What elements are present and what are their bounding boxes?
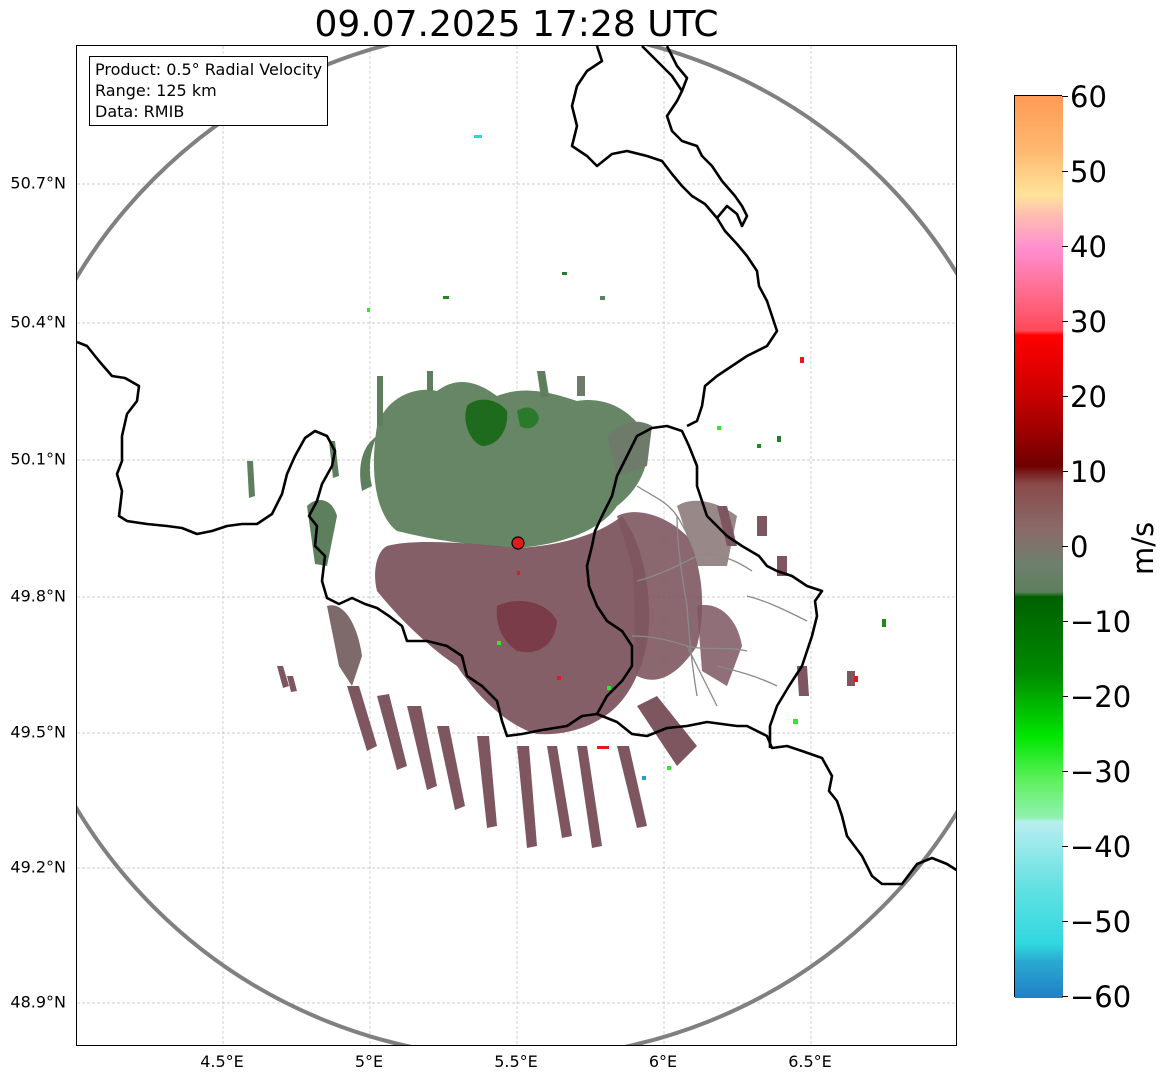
colorbar-label-m50: −50 bbox=[1070, 905, 1132, 939]
velocity-colorbar bbox=[1014, 95, 1063, 998]
radar-map-canvas bbox=[77, 46, 956, 1045]
colorbar-tick bbox=[1062, 396, 1068, 397]
colorbar-tick bbox=[1062, 546, 1068, 547]
colorbar-tick bbox=[1062, 471, 1068, 472]
colorbar-label-10: 10 bbox=[1070, 455, 1107, 489]
lon-label-4-5: 4.5°E bbox=[200, 1052, 244, 1071]
colorbar-label-50: 50 bbox=[1070, 155, 1107, 189]
lat-label-49-5: 49.5°N bbox=[10, 722, 66, 742]
colorbar-label-20: 20 bbox=[1070, 380, 1107, 414]
colorbar-label-m40: −40 bbox=[1070, 830, 1132, 864]
lat-label-48-9: 48.9°N bbox=[10, 992, 66, 1012]
colorbar-tick bbox=[1062, 171, 1068, 172]
data-source-label: Data: RMIB bbox=[95, 102, 185, 121]
colorbar-label-m30: −30 bbox=[1070, 755, 1132, 789]
colorbar-label-m10: −10 bbox=[1070, 605, 1132, 639]
lat-label-50-1: 50.1°N bbox=[10, 449, 66, 469]
echo-inbound bbox=[247, 371, 652, 566]
lon-label-5: 5°E bbox=[354, 1052, 384, 1071]
product-info-box: Product: 0.5° Radial Velocity Range: 125… bbox=[89, 56, 329, 126]
colorbar-label-m60: −60 bbox=[1070, 980, 1132, 1014]
map-title: 09.07.2025 17:28 UTC bbox=[314, 4, 719, 45]
lon-label-5-5: 5.5°E bbox=[494, 1052, 538, 1071]
colorbar-label-m20: −20 bbox=[1070, 680, 1132, 714]
colorbar-tick bbox=[1062, 846, 1068, 847]
range-label: Range: 125 km bbox=[95, 81, 217, 100]
colorbar-tick bbox=[1062, 921, 1068, 922]
colorbar-tick bbox=[1062, 321, 1068, 322]
colorbar-tick bbox=[1062, 771, 1068, 772]
colorbar-tick bbox=[1062, 996, 1068, 997]
echo-outbound bbox=[277, 500, 855, 848]
colorbar-unit-label: m/s bbox=[1126, 521, 1160, 575]
inner-boundaries bbox=[631, 485, 808, 707]
colorbar-label-30: 30 bbox=[1070, 305, 1107, 339]
product-label: Product: 0.5° Radial Velocity bbox=[95, 60, 323, 79]
colorbar-label-60: 60 bbox=[1070, 80, 1107, 114]
lat-label-50-7: 50.7°N bbox=[10, 173, 66, 193]
echo-speckles bbox=[367, 135, 886, 780]
colorbar-tick bbox=[1062, 621, 1068, 622]
colorbar-tick bbox=[1062, 96, 1068, 97]
lon-label-6-5: 6.5°E bbox=[788, 1052, 832, 1071]
colorbar-label-40: 40 bbox=[1070, 230, 1107, 264]
radar-map[interactable] bbox=[76, 45, 957, 1046]
country-borders bbox=[77, 46, 956, 886]
colorbar-tick bbox=[1062, 696, 1068, 697]
lat-label-49-2: 49.2°N bbox=[10, 857, 66, 877]
radar-site-marker[interactable] bbox=[511, 536, 525, 550]
colorbar-tick bbox=[1062, 246, 1068, 247]
lat-label-49-8: 49.8°N bbox=[10, 586, 66, 606]
lat-label-50-4: 50.4°N bbox=[10, 312, 66, 332]
lon-label-6: 6°E bbox=[648, 1052, 678, 1071]
colorbar-label-0: 0 bbox=[1070, 530, 1089, 564]
